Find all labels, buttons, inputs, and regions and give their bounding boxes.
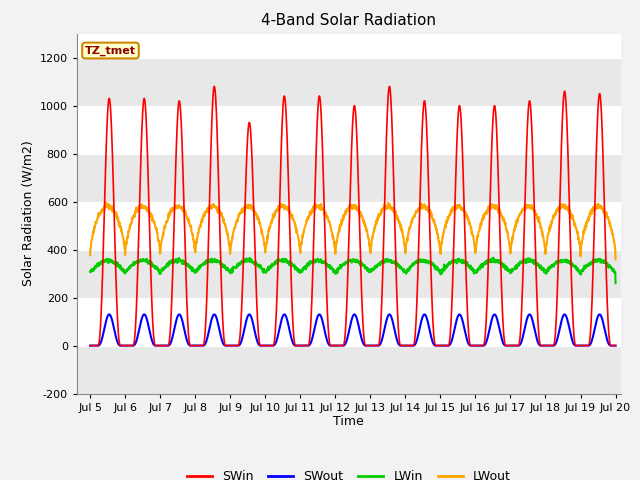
LWin — [612, 280, 620, 286]
LWout — [506, 242, 513, 248]
SWin — [566, 200, 573, 205]
Bar — [77, 58, 621, 106]
LWin — [233, 264, 241, 270]
SWout — [506, 343, 513, 348]
LWin — [368, 267, 376, 273]
LWout — [580, 229, 588, 235]
Line: SWout: SWout — [90, 314, 616, 346]
SWin — [233, 343, 241, 348]
Bar — [77, 346, 621, 394]
SWin — [386, 84, 394, 89]
SWout — [368, 343, 376, 348]
SWin — [506, 343, 513, 348]
LWout — [233, 217, 241, 223]
LWout — [566, 211, 573, 216]
SWin — [86, 343, 94, 348]
Bar — [77, 250, 621, 298]
SWin — [580, 343, 588, 348]
SWin — [612, 343, 620, 348]
SWout — [566, 325, 573, 331]
SWout — [86, 343, 94, 348]
LWin — [506, 268, 513, 274]
LWout — [612, 256, 620, 262]
X-axis label: Time: Time — [333, 415, 364, 429]
SWin — [368, 343, 376, 348]
SWout — [380, 331, 387, 337]
LWin — [490, 255, 497, 261]
LWout — [102, 199, 110, 205]
Bar — [77, 154, 621, 202]
Text: TZ_tmet: TZ_tmet — [85, 46, 136, 56]
SWout — [580, 343, 588, 348]
LWin — [380, 259, 387, 264]
SWout — [351, 312, 358, 317]
SWin — [380, 256, 387, 262]
SWout — [233, 343, 241, 348]
LWin — [86, 269, 94, 275]
LWin — [580, 266, 588, 272]
LWin — [566, 260, 573, 266]
Line: LWout: LWout — [90, 202, 616, 259]
Line: SWin: SWin — [90, 86, 616, 346]
LWout — [380, 205, 387, 211]
Line: LWin: LWin — [90, 258, 616, 283]
SWout — [612, 343, 620, 348]
LWout — [368, 237, 376, 242]
Title: 4-Band Solar Radiation: 4-Band Solar Radiation — [261, 13, 436, 28]
LWout — [86, 252, 94, 258]
Legend: SWin, SWout, LWin, LWout: SWin, SWout, LWin, LWout — [182, 465, 516, 480]
Y-axis label: Solar Radiation (W/m2): Solar Radiation (W/m2) — [21, 141, 34, 287]
